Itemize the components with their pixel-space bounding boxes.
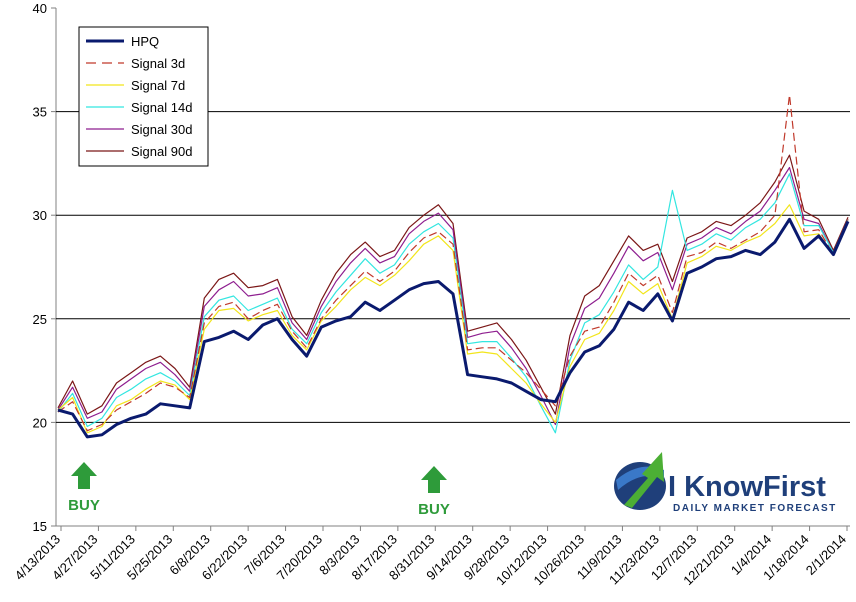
legend-label: HPQ — [131, 34, 159, 49]
logo: I KnowFirst Daily Market Forecast — [614, 452, 837, 514]
buy-label: BUY — [418, 501, 450, 518]
y-tick-label: 40 — [33, 1, 47, 16]
y-tick-label: 25 — [33, 312, 47, 327]
logo-arrow-icon — [624, 452, 664, 508]
series-line-signal-30d — [57, 166, 849, 426]
buy-annotation-2: BUY — [418, 466, 450, 518]
series-line-signal-7d — [57, 204, 849, 434]
series-line-signal-3d — [57, 94, 849, 432]
buy-arrow-icon — [71, 462, 97, 489]
grid-lines — [55, 8, 850, 527]
legend-label: Signal 14d — [131, 100, 192, 115]
buy-arrow-icon — [421, 466, 447, 493]
series-lines — [57, 94, 850, 439]
series-line-hpq — [57, 217, 850, 439]
buy-label: BUY — [68, 497, 100, 514]
logo-subtitle: Daily Market Forecast — [673, 503, 837, 514]
legend-label: Signal 3d — [131, 56, 185, 71]
legend-label: Signal 30d — [131, 122, 192, 137]
legend: HPQ Signal 3d Signal 7d Signal 14d Signal 30… — [78, 26, 209, 167]
legend-box — [78, 26, 209, 167]
logo-title: I KnowFirst — [668, 471, 826, 503]
buy-annotation-1: BUY — [68, 462, 100, 514]
logo-emblem-icon — [614, 452, 666, 510]
y-axis-ticks: 15 20 25 30 35 40 — [33, 1, 56, 534]
y-tick-label: 15 — [33, 519, 47, 534]
y-tick-label: 20 — [33, 415, 47, 430]
legend-label: Signal 90d — [131, 144, 192, 159]
y-tick-label: 35 — [33, 105, 47, 120]
series-line-signal-90d — [57, 154, 849, 415]
legend-label: Signal 7d — [131, 78, 185, 93]
y-tick-label: 30 — [33, 208, 47, 223]
